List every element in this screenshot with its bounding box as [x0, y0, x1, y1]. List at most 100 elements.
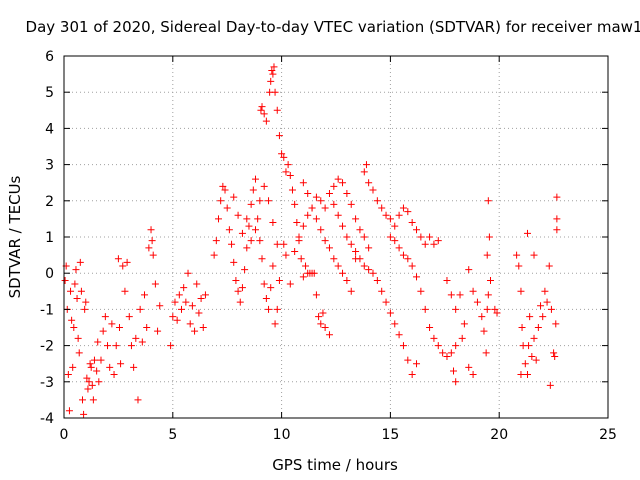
data-point: [64, 371, 72, 379]
data-point: [304, 211, 312, 219]
data-point: [260, 182, 268, 190]
data-point: [399, 204, 407, 212]
data-point: [268, 66, 276, 74]
data-point: [245, 222, 253, 230]
data-point: [430, 240, 438, 248]
data-point: [452, 342, 460, 350]
data-point: [247, 237, 255, 245]
data-point: [312, 215, 320, 223]
data-point: [270, 63, 278, 71]
data-point: [310, 269, 318, 277]
data-point: [271, 88, 279, 96]
data-point: [421, 240, 429, 248]
data-point: [284, 161, 292, 169]
data-point: [553, 215, 561, 223]
data-point: [81, 305, 89, 313]
data-point: [319, 309, 327, 317]
data-point: [188, 302, 196, 310]
data-point: [399, 251, 407, 259]
data-point: [532, 356, 540, 364]
data-point: [127, 342, 135, 350]
data-point: [391, 237, 399, 245]
data-point: [256, 237, 264, 245]
data-point: [299, 222, 307, 230]
data-point: [193, 280, 201, 288]
data-point: [256, 197, 264, 205]
data-point: [149, 251, 157, 259]
data-point: [214, 215, 222, 223]
y-tick-label: 3: [45, 158, 54, 174]
data-point: [325, 331, 333, 339]
data-point: [154, 327, 162, 335]
data-point: [71, 280, 79, 288]
data-point: [391, 222, 399, 230]
y-tick-label: 6: [45, 49, 54, 65]
data-point: [473, 298, 481, 306]
data-point: [61, 276, 69, 284]
data-point: [315, 313, 323, 321]
data-point: [321, 324, 329, 331]
data-point: [249, 186, 257, 194]
x-tick-label: 20: [490, 427, 508, 443]
data-point: [68, 316, 76, 324]
data-point: [404, 356, 412, 364]
data-point: [112, 342, 120, 350]
data-point: [151, 280, 159, 288]
data-point: [282, 168, 290, 176]
data-point: [78, 396, 86, 404]
data-point: [88, 381, 96, 389]
data-point: [373, 276, 381, 284]
data-point: [123, 258, 131, 266]
data-point: [334, 175, 342, 183]
data-point: [262, 117, 270, 125]
data-point: [365, 266, 373, 274]
data-point: [452, 305, 460, 313]
data-point: [93, 367, 101, 375]
data-point: [347, 287, 355, 295]
data-point: [521, 360, 529, 368]
data-point: [106, 363, 114, 371]
data-point: [87, 363, 95, 371]
data-point: [484, 291, 492, 299]
data-point: [117, 360, 125, 368]
data-point: [378, 204, 386, 212]
data-point: [77, 287, 85, 295]
data-point: [482, 349, 490, 357]
data-point: [523, 229, 531, 237]
y-axis-label: SDTVAR / TECUs: [6, 175, 24, 298]
data-point: [180, 284, 188, 292]
data-point: [517, 287, 525, 295]
data-point: [417, 287, 425, 295]
data-point: [321, 204, 329, 212]
data-point: [493, 309, 501, 317]
data-point: [456, 291, 464, 299]
data-point: [110, 371, 118, 379]
data-point: [378, 287, 386, 295]
data-point: [148, 237, 156, 245]
data-point: [86, 360, 94, 368]
data-point: [486, 276, 494, 284]
data-point: [280, 240, 288, 248]
data-point: [169, 313, 177, 321]
chart-title: Day 301 of 2020, Sidereal Day-to-day VTE…: [26, 18, 640, 36]
data-point: [478, 313, 486, 321]
data-point: [395, 331, 403, 339]
data-point: [528, 352, 536, 360]
data-point: [182, 298, 190, 306]
data-point: [485, 233, 493, 241]
data-point: [408, 262, 416, 270]
data-point: [108, 320, 116, 328]
data-point: [391, 320, 399, 328]
data-point: [97, 356, 105, 364]
data-point: [291, 247, 299, 255]
data-point: [365, 179, 373, 187]
data-point: [230, 258, 238, 266]
data-point: [480, 327, 488, 335]
data-point: [352, 247, 360, 255]
data-point: [465, 363, 473, 371]
data-point: [121, 287, 129, 295]
data-point: [330, 200, 338, 208]
data-point: [273, 106, 281, 114]
data-point: [251, 226, 259, 234]
